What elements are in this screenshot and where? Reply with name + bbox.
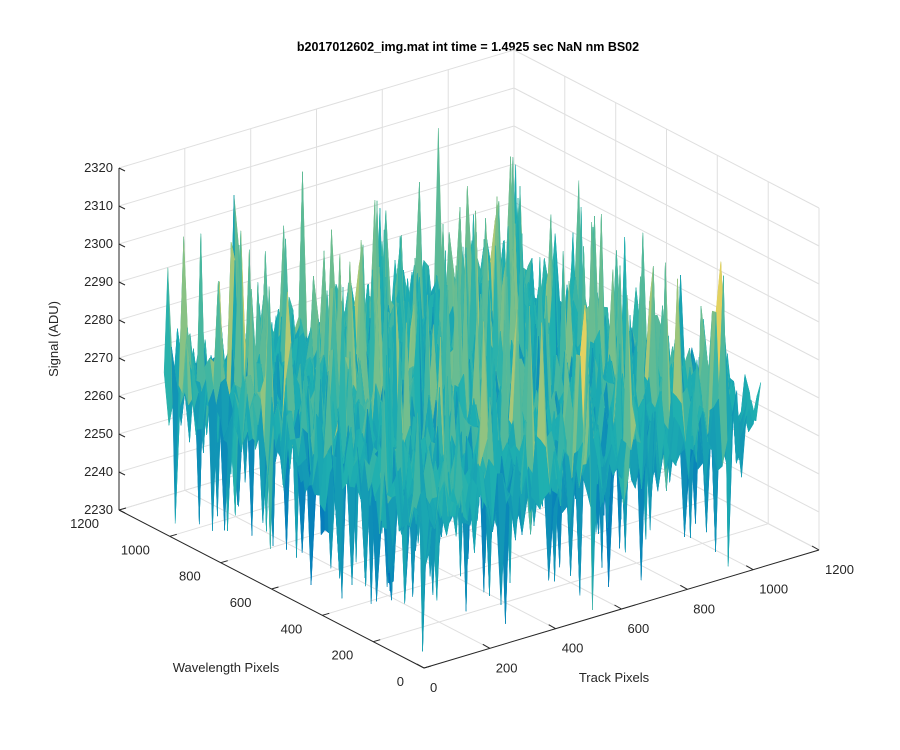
y-tick-label: 200 xyxy=(331,648,353,663)
y-tick-label: 600 xyxy=(230,595,252,610)
y-axis-ticks: 0 200 400 600 800 1000 1200 xyxy=(70,507,432,689)
z-tick-label: 2310 xyxy=(84,198,113,213)
y-tick-label: 1000 xyxy=(121,542,150,557)
side-wall-grid-z xyxy=(513,49,820,209)
z-tick-label: 2320 xyxy=(84,160,113,175)
y-tick-mark xyxy=(220,560,228,564)
back-wall-grid-z xyxy=(118,87,515,207)
z-tick-label: 2290 xyxy=(84,274,113,289)
z-tick-mark xyxy=(118,281,126,286)
y-tick-mark xyxy=(423,665,432,669)
z-tick-mark xyxy=(118,433,126,438)
back-wall-grid-z xyxy=(118,49,515,169)
z-tick-mark xyxy=(118,509,126,514)
y-tick-label: 800 xyxy=(179,569,201,584)
y-tick-mark xyxy=(322,612,330,616)
z-axis-ticks: 2230 2240 2250 2260 2270 2280 2290 2300 2310 2320 xyxy=(84,160,126,517)
x-tick-mark xyxy=(548,624,556,630)
z-tick-mark xyxy=(118,395,126,400)
z-tick-mark xyxy=(118,471,126,476)
x-tick-mark xyxy=(482,643,491,649)
z-tick-mark xyxy=(118,205,126,210)
y-tick-label: 0 xyxy=(397,674,404,689)
z-tick-label: 2230 xyxy=(84,502,113,517)
z-tick-label: 2280 xyxy=(84,312,113,327)
z-tick-mark xyxy=(118,319,126,324)
z-tick-label: 2240 xyxy=(84,464,113,479)
x-tick-label: 0 xyxy=(430,680,437,695)
floor-grid-y xyxy=(373,523,769,643)
y-tick-mark xyxy=(373,639,381,643)
y-tick-label: 400 xyxy=(281,621,303,636)
z-tick-mark xyxy=(118,357,126,362)
x-tick-mark xyxy=(416,663,425,669)
z-tick-mark xyxy=(118,243,126,248)
y-tick-label: 1200 xyxy=(70,516,99,531)
side-wall-grid-z xyxy=(513,87,820,247)
chart-title: b2017012602_img.mat int time = 1.4925 se… xyxy=(297,40,639,54)
z-tick-label: 2270 xyxy=(84,350,113,365)
side-wall-grid-z xyxy=(513,201,820,361)
y-tick-mark xyxy=(118,507,127,511)
y-tick-mark xyxy=(169,533,177,537)
z-tick-label: 2300 xyxy=(84,236,113,251)
z-tick-mark xyxy=(118,167,126,172)
side-wall-grid-z xyxy=(513,125,820,285)
surface-patch xyxy=(420,488,430,567)
surface-mesh xyxy=(163,128,762,652)
x-tick-label: 400 xyxy=(562,641,584,656)
side-wall-grid-z xyxy=(513,163,820,323)
z-tick-label: 2260 xyxy=(84,388,113,403)
floor-grid-y xyxy=(322,496,718,616)
x-tick-label: 200 xyxy=(496,660,518,675)
y-tick-mark xyxy=(271,586,279,590)
z-tick-label: 2250 xyxy=(84,426,113,441)
back-wall-grid-z xyxy=(118,125,515,245)
